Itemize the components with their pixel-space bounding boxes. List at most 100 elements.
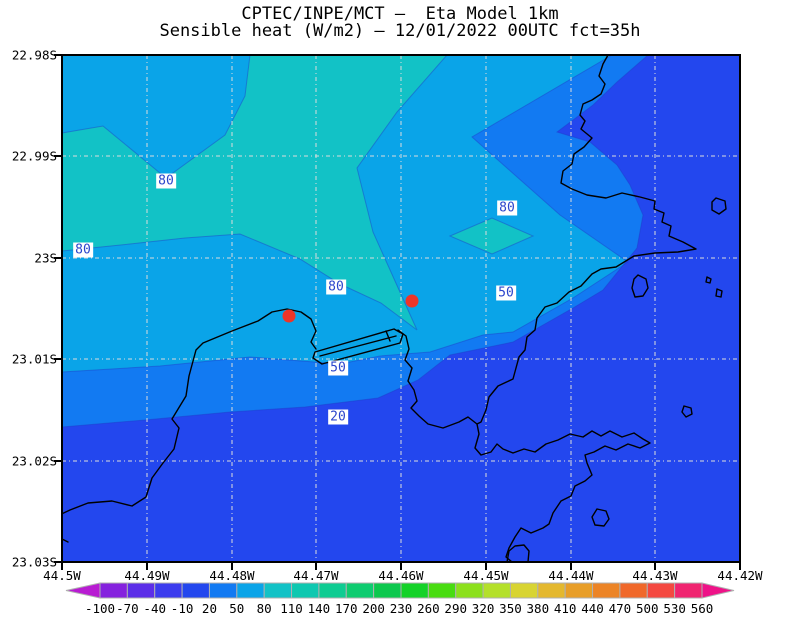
band-80-110-region: [62, 55, 447, 330]
contour-label: 80: [73, 242, 93, 258]
colorbar-segment: [646, 582, 676, 599]
colorbar-level-label: -40: [143, 601, 167, 616]
band-80-110-diamond: [450, 218, 533, 254]
contour-label: 50: [328, 360, 348, 376]
band-m10-20-region: [62, 55, 740, 562]
x-axis-label: 44.47W: [293, 568, 339, 583]
colorbar-segment: [236, 582, 265, 599]
island-b1: [705, 276, 712, 284]
red-dot-marker: [282, 309, 296, 323]
contour-lines: [62, 55, 649, 428]
colorbar-level-label: -100: [84, 601, 116, 616]
colorbar-left-arrow: [65, 582, 101, 599]
colorbar-segment: [592, 582, 621, 599]
colorbar-level-label: 470: [608, 601, 632, 616]
colorbar-segment: [674, 582, 703, 599]
colorbar-level-label: 350: [499, 601, 522, 616]
colorbar-level-label: 290: [444, 601, 468, 616]
colorbar-segment: [537, 582, 566, 599]
island-c: [711, 197, 727, 215]
x-axis-label: 44.46W: [378, 568, 424, 583]
colorbar-segment: [373, 582, 402, 599]
colorbar-level-label: 200: [362, 601, 385, 616]
y-axis-label: 22.98S: [11, 47, 57, 63]
contour-20-line: [62, 55, 649, 428]
colorbar-level-label: 560: [690, 601, 714, 616]
colorbar-level-label: 110: [280, 601, 303, 616]
contour-80-line: [62, 55, 448, 331]
colorbar-level-label: 80: [256, 601, 272, 616]
colorbar-segment: [345, 582, 375, 599]
coastline-sandbar: [312, 328, 404, 365]
colorbar-segment: [126, 582, 156, 599]
coastlines: [62, 55, 727, 562]
colorbar-level-label: 380: [526, 601, 550, 616]
contour-50-line: [62, 55, 629, 373]
contour-label: 80: [326, 279, 346, 295]
contour-label: 50: [496, 285, 516, 301]
coastline-east: [476, 55, 697, 425]
coastline-bay-south: [397, 329, 651, 562]
chart-title: CPTEC/INPE/MCT — Eta Model 1km: [241, 4, 559, 24]
colorbar-level-label: 20: [201, 601, 217, 616]
gridlines: [62, 55, 740, 562]
coast-fragment-sw: [62, 538, 69, 543]
colorbar-level-label: 140: [307, 601, 331, 616]
colorbar-level-label: 50: [229, 601, 245, 616]
colorbar-level-label: 410: [553, 601, 577, 616]
contour-label: 80: [497, 200, 517, 216]
x-axis-label: 44.42W: [717, 568, 763, 583]
colorbar-level-label: 230: [389, 601, 413, 616]
y-axis-label: 23.01S: [11, 351, 57, 367]
colorbar-segment: [455, 582, 484, 599]
colorbar-segment: [509, 582, 539, 599]
colorbar-segment: [318, 582, 347, 599]
colorbar-level-label: -10: [170, 601, 194, 616]
x-axis-label: 44.43W: [632, 568, 678, 583]
coastline-west: [62, 308, 317, 515]
y-axis-label: 23.03S: [11, 554, 57, 570]
colorbar: [65, 582, 735, 599]
colorbar-segment: [263, 582, 293, 599]
contour-label: 20: [328, 409, 348, 425]
x-axis-label: 44.45W: [463, 568, 509, 583]
coastline-sandbar-inner: [319, 330, 397, 357]
x-axis-label: 44.5W: [43, 568, 81, 583]
x-axis-label: 44.44W: [548, 568, 594, 583]
y-axis-label: 23.02S: [11, 453, 57, 469]
contour-80-diamond-line: [448, 217, 535, 255]
colorbar-level-label: 440: [581, 601, 604, 616]
island-a: [631, 274, 649, 298]
colorbar-level-label: 260: [417, 601, 440, 616]
colorbar-segment: [482, 582, 511, 599]
colorbar-level-label: -70: [116, 601, 139, 616]
x-axis-label: 44.48W: [209, 568, 255, 583]
y-axis-label: 22.99S: [11, 148, 57, 164]
colorbar-segment: [619, 582, 648, 599]
island-d: [681, 405, 693, 418]
colorbar-level-label: 320: [471, 601, 495, 616]
colorbar-level-label: 500: [635, 601, 659, 616]
island-b2: [715, 288, 723, 298]
station-markers: [282, 294, 419, 323]
colorbar-level-label: 530: [663, 601, 686, 616]
chart-subtitle: Sensible heat (W/m2) — 12/01/2022 00UTC …: [159, 21, 641, 41]
colorbar-level-label: 170: [334, 601, 358, 616]
x-axis-label: 44.49W: [124, 568, 170, 583]
colorbar-segment: [154, 582, 183, 599]
colorbar-segment: [208, 582, 238, 599]
colorbar-segment: [427, 582, 457, 599]
colorbar-segment: [291, 582, 320, 599]
axis-ticks: [54, 54, 741, 570]
contour-label: 80: [156, 173, 176, 189]
colorbar-right-arrow: [701, 582, 735, 599]
colorbar-segment: [564, 582, 594, 599]
colorbar-segment: [400, 582, 429, 599]
y-axis-label: 23S: [34, 250, 57, 266]
island-e: [591, 508, 610, 527]
colorbar-segment: [181, 582, 210, 599]
island-f: [506, 544, 530, 562]
colorbar-segment: [99, 582, 128, 599]
